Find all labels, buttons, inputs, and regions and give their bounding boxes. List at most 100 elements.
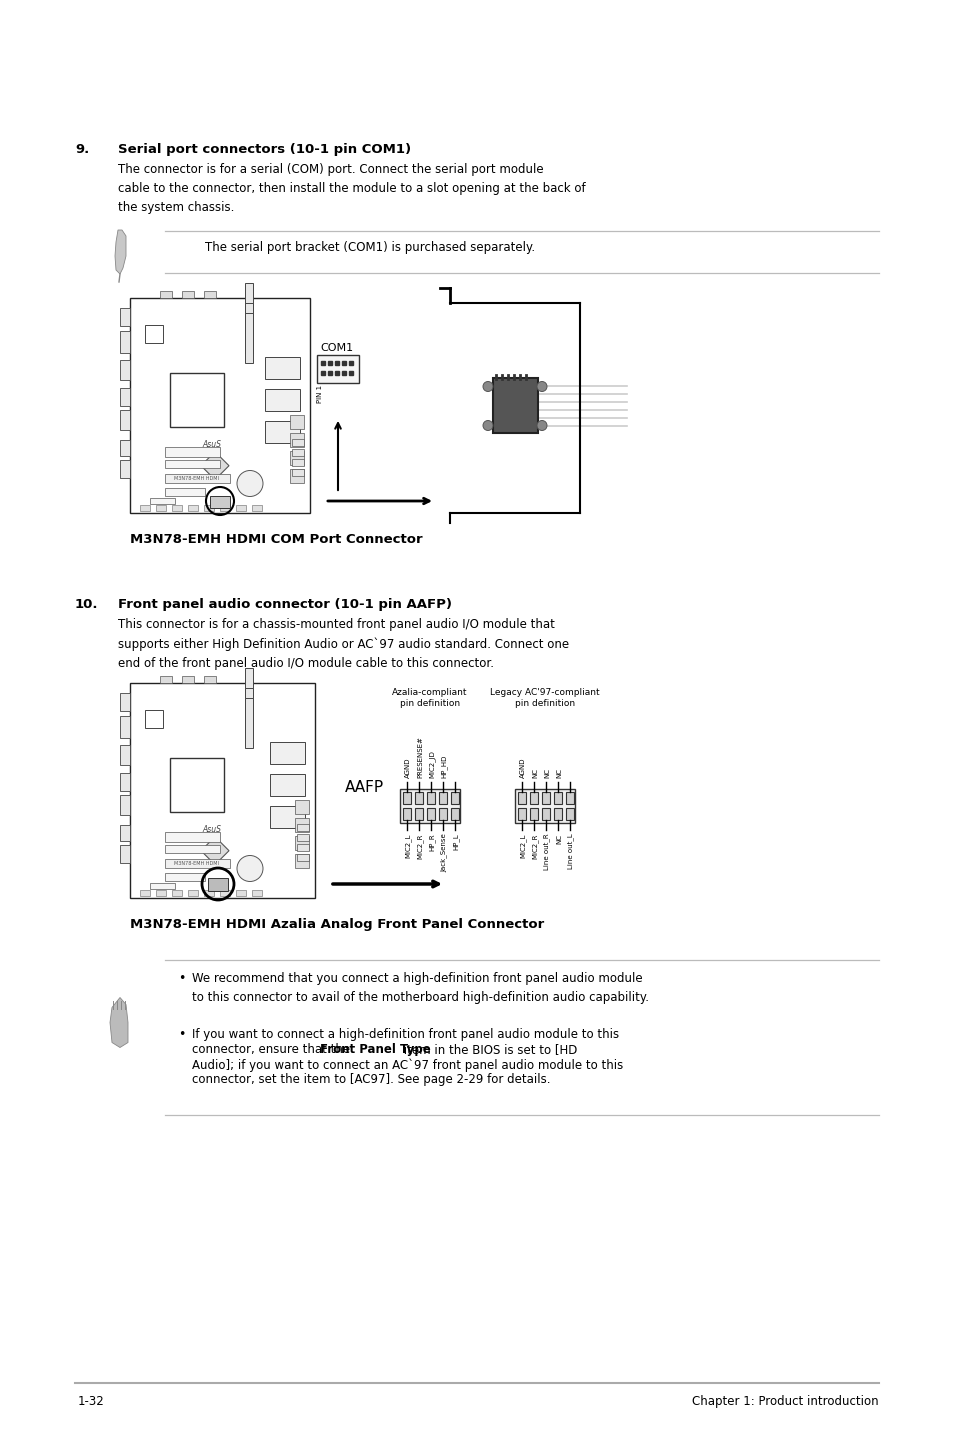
Bar (438, 808, 447, 820)
Text: M3N78-EMH HDMI: M3N78-EMH HDMI (174, 476, 219, 482)
Bar (165, 475, 230, 483)
Text: connector, set the item to [AC97]. See page 2-29 for details.: connector, set the item to [AC97]. See p… (192, 1073, 550, 1086)
Bar (427, 791, 435, 804)
Bar (565, 791, 574, 804)
Bar (292, 450, 304, 456)
Text: PRESENSE#: PRESENSE# (416, 736, 422, 778)
Bar (220, 505, 230, 510)
Bar (140, 505, 150, 510)
Bar (120, 795, 130, 815)
Bar (245, 283, 253, 344)
Bar (120, 774, 130, 791)
Bar (415, 791, 422, 804)
Bar (170, 758, 224, 812)
Bar (316, 355, 358, 383)
Polygon shape (201, 837, 229, 864)
Bar (252, 890, 262, 896)
Bar (172, 890, 182, 896)
Bar (296, 844, 309, 851)
Bar (140, 890, 150, 896)
Bar (170, 374, 224, 427)
Text: The serial port bracket (COM1) is purchased separately.: The serial port bracket (COM1) is purcha… (205, 242, 535, 255)
Text: MIC2_R: MIC2_R (531, 834, 537, 858)
Bar (145, 325, 163, 344)
Bar (252, 505, 262, 510)
Bar (290, 452, 304, 464)
Text: MIC2_JD: MIC2_JD (428, 751, 435, 778)
Circle shape (482, 381, 493, 391)
Text: MIC2_L: MIC2_L (519, 834, 526, 858)
Text: MIC2_L: MIC2_L (404, 834, 411, 858)
Bar (265, 421, 299, 443)
Bar (290, 416, 304, 429)
Text: 10.: 10. (75, 598, 98, 611)
Circle shape (482, 420, 493, 430)
Text: NC: NC (556, 768, 561, 778)
Bar (565, 808, 574, 820)
Text: M3N78-EMH HDMI Azalia Analog Front Panel Connector: M3N78-EMH HDMI Azalia Analog Front Panel… (130, 917, 543, 930)
Bar (165, 487, 205, 496)
Bar (451, 808, 458, 820)
Bar (188, 505, 198, 510)
Bar (130, 683, 314, 897)
Bar (290, 433, 304, 447)
Text: 1-32: 1-32 (78, 1395, 105, 1408)
Bar (188, 890, 198, 896)
Bar (156, 505, 166, 510)
Bar (270, 807, 305, 828)
Text: NC: NC (532, 768, 537, 778)
Text: Front Panel Type: Front Panel Type (320, 1043, 431, 1055)
Bar (204, 290, 215, 298)
Bar (402, 791, 411, 804)
Polygon shape (201, 452, 229, 480)
Bar (270, 742, 305, 764)
Text: This connector is for a chassis-mounted front panel audio I/O module that
suppor: This connector is for a chassis-mounted … (118, 618, 569, 670)
Text: item in the BIOS is set to [HD: item in the BIOS is set to [HD (400, 1043, 577, 1055)
Bar (220, 890, 230, 896)
Bar (210, 496, 230, 508)
Bar (130, 298, 310, 513)
Bar (415, 808, 422, 820)
Bar (165, 873, 205, 881)
Bar (554, 808, 561, 820)
Bar (296, 824, 309, 831)
Bar (120, 693, 130, 710)
Bar (165, 833, 220, 843)
Bar (290, 469, 304, 483)
Text: Legacy AC'97-compliant
pin definition: Legacy AC'97-compliant pin definition (490, 687, 599, 707)
Bar (245, 697, 253, 748)
Text: HP_R: HP_R (428, 834, 435, 851)
Bar (120, 745, 130, 765)
Polygon shape (110, 998, 128, 1047)
Bar (245, 669, 253, 728)
Bar (451, 791, 458, 804)
Bar (294, 800, 309, 814)
Text: AsuS: AsuS (202, 440, 221, 449)
Circle shape (537, 420, 546, 430)
Bar (438, 791, 447, 804)
Bar (204, 505, 213, 510)
Bar (541, 791, 550, 804)
Bar (150, 883, 174, 889)
Text: The connector is for a serial (COM) port. Connect the serial port module
cable t: The connector is for a serial (COM) port… (118, 162, 585, 214)
Text: •: • (178, 1028, 185, 1041)
Circle shape (236, 856, 263, 881)
Bar (160, 676, 172, 683)
Text: M3N78-EMH HDMI COM Port Connector: M3N78-EMH HDMI COM Port Connector (130, 533, 422, 546)
Bar (294, 818, 309, 833)
Bar (165, 858, 230, 869)
Bar (120, 410, 130, 430)
Text: If you want to connect a high-definition front panel audio module to this: If you want to connect a high-definition… (192, 1028, 618, 1041)
Bar (160, 290, 172, 298)
Bar (427, 808, 435, 820)
Bar (399, 788, 459, 823)
Text: Front panel audio connector (10-1 pin AAFP): Front panel audio connector (10-1 pin AA… (118, 598, 452, 611)
Bar (120, 360, 130, 380)
Bar (294, 835, 309, 850)
Bar (120, 825, 130, 841)
Text: •: • (178, 972, 185, 985)
Bar (150, 499, 174, 505)
Text: Line out_R: Line out_R (543, 834, 550, 870)
Text: Audio]; if you want to connect an AC`97 front panel audio module to this: Audio]; if you want to connect an AC`97 … (192, 1058, 622, 1071)
Text: Chapter 1: Product introduction: Chapter 1: Product introduction (692, 1395, 878, 1408)
